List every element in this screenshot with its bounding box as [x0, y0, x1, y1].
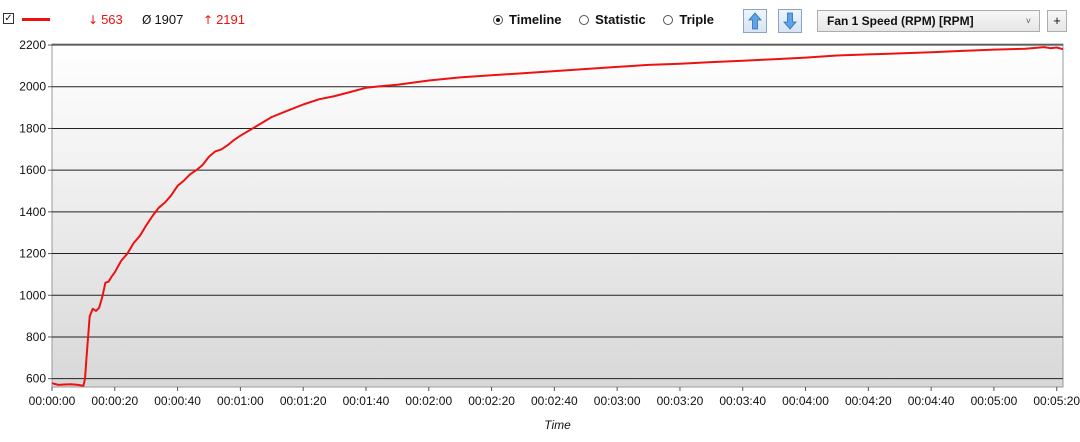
radio-dot-icon: [579, 15, 590, 25]
radio-timeline-label: Timeline: [509, 12, 562, 27]
x-tick-label: 00:04:40: [908, 394, 955, 408]
series-line: [51, 46, 1064, 387]
x-tick-label: 00:00:20: [91, 394, 138, 408]
stat-max-value: 2191: [216, 12, 245, 27]
x-tick-label: 00:04:20: [845, 394, 892, 408]
grid-lines: [52, 44, 1063, 380]
x-tick-label: 00:03:20: [657, 394, 704, 408]
move-down-button[interactable]: [778, 9, 802, 33]
chart-toolbar: ✓ ↓ 563 Ø 1907 ↑ 2191 Timeline Statistic Tr…: [0, 0, 1080, 40]
x-tick-label: 00:01:40: [343, 394, 390, 408]
arrow-down-icon: ↓: [88, 13, 99, 27]
series-lines: [51, 46, 1064, 387]
sensor-select[interactable]: Fan 1 Speed (RPM) [RPM] ˅: [817, 10, 1040, 32]
stat-min: ↓ 563: [88, 12, 123, 27]
x-tick-label: 00:01:00: [217, 394, 264, 408]
x-tick-label: 00:03:00: [594, 394, 641, 408]
x-tick-label: 00:00:40: [154, 394, 201, 408]
x-axis: 00:00:00 00:00:20 00:00:40 00:01:00 00:01:20…: [29, 387, 1080, 408]
radio-dot-icon: [663, 15, 674, 25]
plot-area: [51, 43, 1064, 388]
y-tick-label: 2200: [19, 38, 46, 52]
stat-avg: Ø 1907: [142, 12, 183, 27]
move-up-button[interactable]: [743, 9, 767, 33]
arrow-down-icon: [783, 12, 797, 30]
radio-triple[interactable]: Triple: [663, 12, 714, 27]
y-tick-label: 1600: [19, 163, 46, 177]
x-axis-title: Time: [544, 418, 571, 432]
x-tick-label: 00:05:00: [971, 394, 1018, 408]
y-tick-label: 2000: [19, 80, 46, 94]
sensor-select-value: Fan 1 Speed (RPM) [RPM]: [827, 14, 974, 28]
stat-avg-value: 1907: [154, 12, 184, 27]
average-icon: Ø: [142, 13, 152, 27]
stat-max: ↑ 2191: [203, 12, 245, 27]
x-tick-label: 00:02:20: [468, 394, 515, 408]
view-mode-radio-group: Timeline Statistic Triple: [493, 12, 728, 27]
arrow-up-icon: ↑: [203, 13, 214, 27]
arrow-up-icon: [748, 12, 762, 30]
x-tick-label: 00:00:00: [29, 394, 76, 408]
y-tick-label: 1800: [19, 121, 46, 135]
add-series-button[interactable]: +: [1047, 10, 1067, 32]
y-tick-label: 1200: [19, 247, 46, 261]
x-tick-label: 00:03:40: [719, 394, 766, 408]
y-axis: 600 800 1000 1200 1400 1600 1800 2000 2200: [19, 38, 52, 386]
x-tick-label: 00:04:00: [782, 394, 829, 408]
y-tick-label: 600: [26, 372, 46, 386]
x-tick-label: 00:05:20: [1033, 394, 1080, 408]
y-tick-label: 1400: [19, 205, 46, 219]
radio-timeline[interactable]: Timeline: [493, 12, 562, 27]
radio-dot-icon: [493, 15, 503, 25]
stat-min-value: 563: [101, 12, 123, 27]
y-tick-label: 800: [26, 330, 46, 344]
radio-statistic[interactable]: Statistic: [579, 12, 646, 27]
y-tick-label: 1000: [19, 288, 46, 302]
series-color-swatch: [22, 18, 50, 21]
x-tick-label: 00:02:00: [405, 394, 452, 408]
x-tick-label: 00:02:40: [531, 394, 578, 408]
x-tick-label: 00:01:20: [280, 394, 327, 408]
series-visibility-checkbox[interactable]: ✓: [3, 13, 14, 24]
radio-triple-label: Triple: [679, 12, 715, 27]
chevron-down-icon: ˅: [1025, 16, 1031, 26]
radio-statistic-label: Statistic: [595, 12, 646, 27]
